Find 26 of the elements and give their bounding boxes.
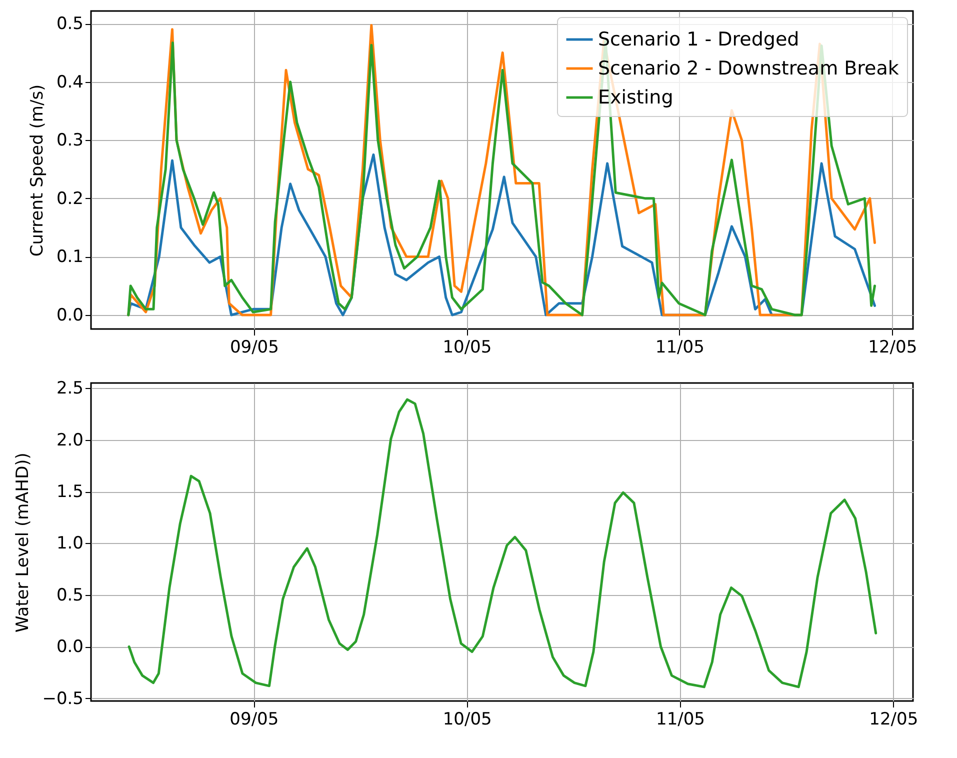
y-tick-label: 0.3 xyxy=(56,130,84,151)
y-tick-label: 0.4 xyxy=(56,72,84,92)
x-tick-label: 12/05 xyxy=(868,338,918,358)
y-tick-label: 0.0 xyxy=(56,637,84,658)
y-tick-label: 0.2 xyxy=(56,188,84,209)
x-tick-label: 10/05 xyxy=(442,710,492,730)
y-tick-label: 0.5 xyxy=(56,585,84,606)
legend-label: Scenario 1 - Dredged xyxy=(598,28,800,50)
y-tick-label: 2.5 xyxy=(56,378,84,399)
y-tick-label: 0.1 xyxy=(56,247,84,268)
y-tick-label: 0.0 xyxy=(56,306,84,326)
x-tick-label: 11/05 xyxy=(656,710,706,730)
x-tick-label: 11/05 xyxy=(655,338,704,358)
x-tick-label: 10/05 xyxy=(442,338,492,358)
y-tick-label: 1.5 xyxy=(56,482,84,502)
legend-label: Scenario 2 - Downstream Break xyxy=(598,58,899,80)
x-tick-label: 09/05 xyxy=(230,338,279,358)
x-tick-label: 09/05 xyxy=(230,710,279,730)
y-tick-label: 0.5 xyxy=(56,14,84,34)
y-axis-title: Current Speed (m/s) xyxy=(27,84,48,257)
y-tick-label: −0.5 xyxy=(42,688,84,709)
y-tick-label: 2.0 xyxy=(56,430,84,450)
x-tick-label: 12/05 xyxy=(869,710,918,730)
legend-label: Existing xyxy=(598,86,674,108)
y-tick-label: 1.0 xyxy=(56,534,84,554)
y-axis-title: Water Level (mAHD)) xyxy=(13,452,34,632)
